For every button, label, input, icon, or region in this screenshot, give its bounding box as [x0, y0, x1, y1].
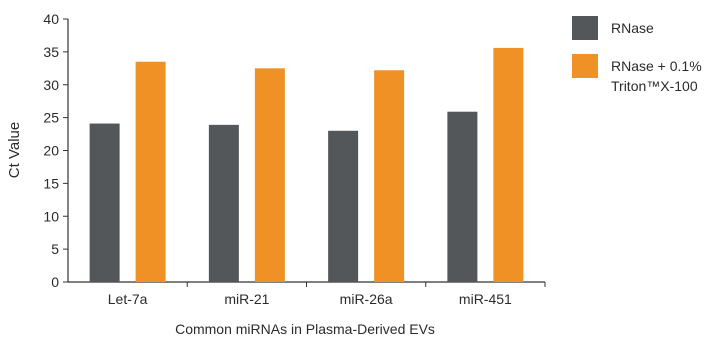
legend-swatch: [572, 54, 598, 78]
y-tick-label: 25: [43, 110, 59, 126]
legend: RNase RNase + 0.1% Triton™X-100: [572, 16, 702, 94]
x-axis-title: Common miRNAs in Plasma-Derived EVs: [175, 321, 435, 337]
x-tick-label: miR-21: [224, 291, 269, 307]
y-tick-label: 40: [43, 11, 59, 27]
x-tick-label: Let-7a: [108, 291, 148, 307]
axis-labels: Ct Value Common miRNAs in Plasma-Derived…: [6, 122, 435, 337]
y-tick-label: 35: [43, 44, 59, 60]
legend-label: RNase: [611, 20, 654, 36]
legend-label: Triton™X-100: [611, 78, 698, 94]
bar-rnase-triton-mir-26a: [374, 70, 405, 282]
bar-rnase-mir-21: [208, 124, 239, 282]
legend-label: RNase + 0.1%: [611, 58, 702, 74]
y-tick-label: 20: [43, 143, 59, 159]
bar-rnase-triton-mir-21: [254, 68, 285, 282]
y-tick-label: 10: [43, 208, 59, 224]
x-tick-label: miR-26a: [340, 291, 393, 307]
y-tick-label: 15: [43, 175, 59, 191]
bars: [89, 47, 524, 283]
y-tick-label: 0: [51, 274, 59, 290]
bar-rnase-triton-let-7a: [135, 61, 166, 282]
legend-swatch: [572, 16, 598, 40]
y-tick-label: 5: [51, 241, 59, 257]
x-tick-label: miR-451: [459, 291, 512, 307]
bar-rnase-let-7a: [89, 123, 120, 282]
bar-rnase-mir-26a: [328, 130, 359, 282]
y-tick-label: 30: [43, 77, 59, 93]
bar-rnase-mir-451: [447, 111, 478, 283]
bar-rnase-triton-mir-451: [493, 47, 524, 283]
y-axis-title: Ct Value: [6, 122, 23, 178]
axes: 0 5 10 15 20 25 30 35 40 Let-7a miR-21 miR-26a miR-4…: [43, 11, 546, 307]
